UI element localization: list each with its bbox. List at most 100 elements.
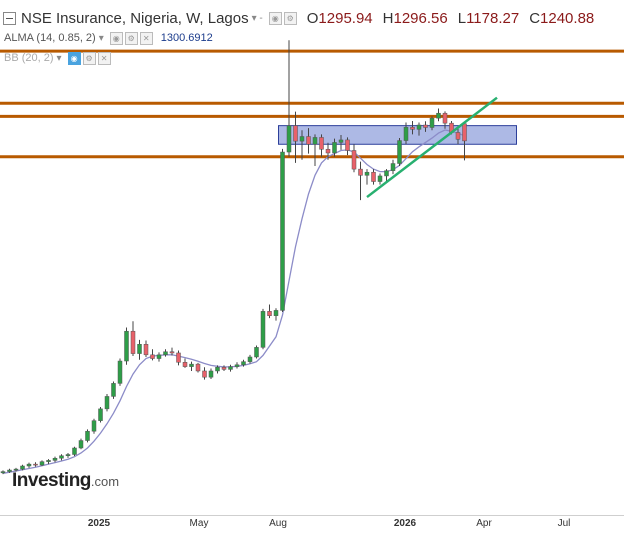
candle-body <box>137 344 142 354</box>
candle <box>351 144 357 173</box>
alma-label[interactable]: ALMA (14, 0.85, 2) <box>4 32 96 44</box>
candle <box>169 347 175 356</box>
candle <box>423 121 428 132</box>
candle <box>124 327 129 365</box>
candle <box>163 349 168 357</box>
candle-body <box>46 460 51 462</box>
candle-body <box>0 471 6 474</box>
candle-body <box>39 461 45 466</box>
eye-icon[interactable]: ◉ <box>268 11 282 25</box>
candle-body <box>7 469 12 472</box>
candle <box>429 116 435 131</box>
candle <box>260 308 266 350</box>
x-axis[interactable]: 2025 May Aug 2026 Apr Jul <box>0 515 624 536</box>
candle-body <box>111 383 116 397</box>
alma-close-icon[interactable]: ✕ <box>139 31 153 45</box>
candle-body <box>156 354 162 359</box>
candle <box>189 361 194 371</box>
candle-body <box>364 171 370 176</box>
candle <box>208 368 214 380</box>
candle <box>286 40 292 157</box>
candle-body <box>72 447 77 455</box>
candle-body <box>228 366 233 370</box>
candle-body <box>306 136 311 145</box>
candle <box>130 321 136 357</box>
candle <box>137 339 142 360</box>
high-label: H <box>382 9 394 27</box>
bb-eye-icon[interactable]: ◉ <box>67 51 81 65</box>
candle-body <box>267 311 272 316</box>
candle-body <box>286 125 292 153</box>
candle <box>78 438 84 450</box>
candle <box>195 362 201 373</box>
candle-body <box>260 311 266 348</box>
candle <box>325 142 331 160</box>
candle-body <box>65 454 71 456</box>
x-tick: May <box>189 518 209 529</box>
alma-polyline <box>2 129 465 475</box>
collapse-icon[interactable] <box>3 11 16 25</box>
candle <box>221 365 227 371</box>
candle-body <box>20 465 25 470</box>
candle <box>280 148 285 312</box>
candle-body <box>332 142 337 154</box>
candle-body <box>371 171 376 182</box>
candle-body <box>202 370 207 378</box>
candle-body <box>423 124 428 128</box>
candle-body <box>358 168 363 176</box>
candle <box>143 340 149 357</box>
candle <box>299 130 305 160</box>
candle-body <box>124 330 129 362</box>
candle <box>338 134 344 150</box>
candle <box>247 354 253 364</box>
bb-close-icon[interactable]: ✕ <box>97 51 111 65</box>
candle-body <box>104 396 110 410</box>
candle-body <box>182 362 188 367</box>
candle-body <box>280 151 285 311</box>
candle-body <box>390 163 396 171</box>
candle-body <box>455 132 461 140</box>
candle <box>91 418 97 434</box>
bb-dropdown-icon[interactable]: ▾ <box>56 52 62 64</box>
candle-body <box>59 455 64 459</box>
candle-body <box>403 126 409 141</box>
candle <box>364 169 370 185</box>
symbol-title[interactable]: NSE Insurance, Nigeria, W, Lagos <box>21 9 249 27</box>
candle-body <box>351 150 357 170</box>
alma-dropdown-icon[interactable]: ▾ <box>98 32 104 44</box>
logo-text: Investing <box>12 470 91 491</box>
chevron-down-icon[interactable]: ▾ ‐ <box>251 12 263 24</box>
candles <box>0 40 467 475</box>
candle-body <box>384 170 389 177</box>
open-label: O <box>306 9 319 27</box>
high-value: 1296.56 <box>393 9 448 27</box>
candle-body <box>241 361 246 366</box>
candle-body <box>26 463 32 467</box>
horizontal-levels <box>0 49 624 159</box>
alma-settings-icon[interactable]: ⚙ <box>124 31 138 45</box>
alma-value: 1300.6912 <box>160 32 213 44</box>
candle <box>39 460 45 466</box>
candle-body <box>91 420 97 432</box>
settings-icon[interactable]: ⚙ <box>283 11 297 25</box>
candle-body <box>208 370 214 378</box>
bb-label[interactable]: BB (20, 2) <box>4 52 54 64</box>
alma-eye-icon[interactable]: ◉ <box>109 31 123 45</box>
close-value: 1240.88 <box>540 9 595 27</box>
candle <box>111 381 116 399</box>
candle <box>52 456 58 463</box>
bb-settings-icon[interactable]: ⚙ <box>82 51 96 65</box>
x-tick: 2025 <box>87 518 111 529</box>
candle <box>436 108 441 122</box>
candle <box>267 304 272 319</box>
candle-body <box>163 351 168 356</box>
candle <box>254 345 259 359</box>
candle <box>176 350 181 366</box>
candle-body <box>130 330 136 354</box>
candle-body <box>429 117 435 128</box>
candle <box>319 134 324 157</box>
candle-body <box>33 463 38 466</box>
candle-body <box>247 356 253 362</box>
candle <box>332 138 337 157</box>
